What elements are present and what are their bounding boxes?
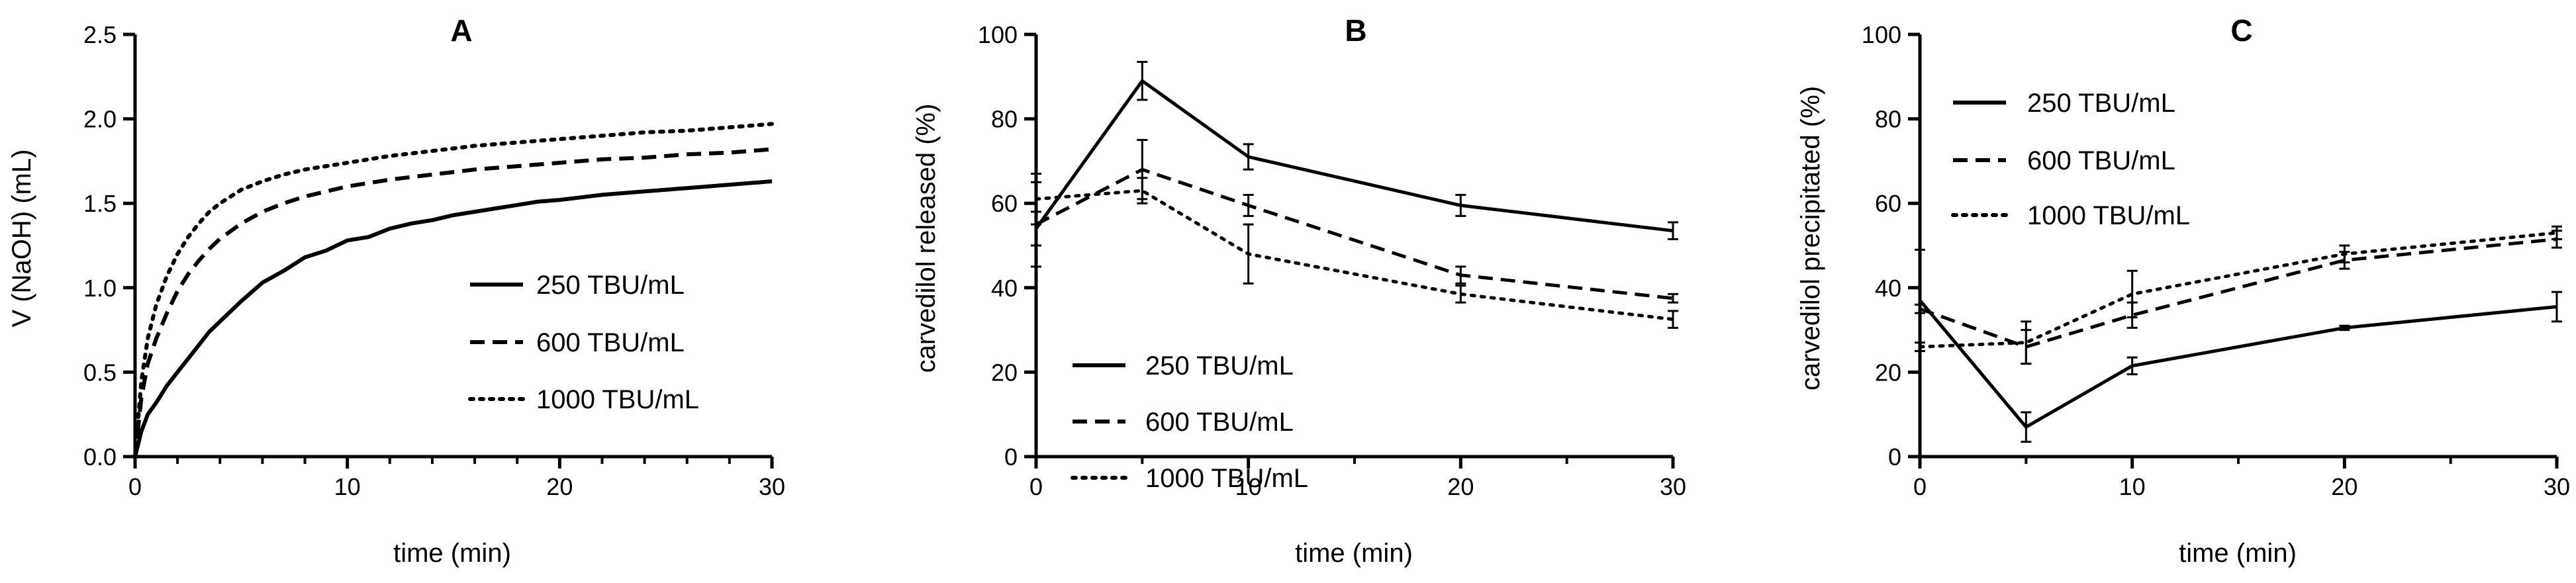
panel-b-y-tick-label: 60 xyxy=(991,190,1018,217)
panel-c-y-tick-label: 20 xyxy=(1875,359,1901,386)
panel-a-x-tick-label: 0 xyxy=(128,473,142,500)
panel-c-x-tick-label: 0 xyxy=(1913,473,1927,500)
panel-c-legend: 250 TBU/mL 600 TBU/mL 1000 TBU/mL xyxy=(1951,89,2190,230)
panel-a-series-1000 xyxy=(133,122,774,459)
legend-label-250: 250 TBU/mL xyxy=(1145,351,1294,381)
panel-b-y-tick-label: 80 xyxy=(991,106,1018,133)
panel-a-x-tick-label: 10 xyxy=(334,473,361,500)
panel-c-series-250 xyxy=(1919,299,2557,429)
panel-b-x-tick-label: 0 xyxy=(1029,473,1043,500)
panel-a-title: A xyxy=(450,13,472,48)
panel-a-y-tick-label: 2.0 xyxy=(83,106,117,133)
panel-a-legend: 250 TBU/mL 600 TBU/mL 1000 TBU/mL xyxy=(468,271,699,414)
panel-b-y-tick-label: 40 xyxy=(991,275,1018,302)
legend-label-250: 250 TBU/mL xyxy=(536,271,685,300)
panel-b-y-tick-label: 100 xyxy=(978,21,1018,48)
legend-label-1000: 1000 TBU/mL xyxy=(536,385,699,414)
panel-a-x-tick-label: 20 xyxy=(546,473,573,500)
panel-a-series-250 xyxy=(133,179,773,457)
panel-c-y-tick-label: 100 xyxy=(1862,21,1901,48)
panel-b-series-600 xyxy=(1035,167,1674,300)
panel-a-x-tick-label: 30 xyxy=(759,473,785,500)
panel-b-y-tick-label: 0 xyxy=(1004,443,1018,471)
panel-b-title: B xyxy=(1345,13,1366,48)
panel-a-y-tick-label: 0.0 xyxy=(83,443,117,471)
legend-label-600: 600 TBU/mL xyxy=(536,328,685,357)
legend-label-600: 600 TBU/mL xyxy=(1145,408,1294,437)
legend-label-600: 600 TBU/mL xyxy=(2027,146,2175,175)
panel-c-series-1000 xyxy=(1918,231,2559,349)
panel-b-x-tick-label: 30 xyxy=(1660,473,1686,500)
panel-a-series-600 xyxy=(133,147,773,457)
panel-c-x-tick-label: 30 xyxy=(2544,473,2570,500)
panel-b-legend: 250 TBU/mL 600 TBU/mL 1000 TBU/mL xyxy=(1071,351,1308,493)
panel-a: A V (NaOH) (mL) time (min) 250 TBU/mL 60… xyxy=(7,13,785,568)
panel-c-y-tick-label: 60 xyxy=(1875,190,1901,217)
panel-c-x-tick-label: 20 xyxy=(2331,473,2358,500)
panel-c-x-tick-label: 10 xyxy=(2119,473,2146,500)
panel-a-x-axis-label: time (min) xyxy=(393,539,511,568)
panel-a-y-tick-label: 2.5 xyxy=(83,21,117,48)
panel-c-y-axis-label: carvedilol precipitated (%) xyxy=(1796,86,1825,390)
panel-c-y-tick-label: 40 xyxy=(1875,275,1901,302)
panel-b-x-tick-label: 10 xyxy=(1235,473,1262,500)
panel-c-title: C xyxy=(2230,13,2252,48)
legend-label-250: 250 TBU/mL xyxy=(2027,89,2175,118)
panel-c-x-axis-label: time (min) xyxy=(2179,539,2297,568)
legend-label-1000: 1000 TBU/mL xyxy=(1145,464,1308,493)
panel-b-series-250 xyxy=(1034,79,1674,233)
panel-c-y-tick-label: 0 xyxy=(1888,443,1901,471)
panel-b-series-1000 xyxy=(1034,189,1675,322)
panel-b-y-tick-label: 20 xyxy=(991,359,1018,386)
panel-a-y-tick-label: 1.0 xyxy=(83,275,117,302)
panel-b-y-axis-label: carvedilol released (%) xyxy=(912,104,941,373)
panel-a-y-tick-label: 0.5 xyxy=(83,359,117,386)
panel-b: B carvedilol released (%) time (min) 250… xyxy=(912,13,1686,568)
panel-b-x-axis-label: time (min) xyxy=(1295,539,1413,568)
panel-c-y-tick-label: 80 xyxy=(1875,106,1901,133)
panel-b-x-tick-label: 20 xyxy=(1447,473,1474,500)
panel-a-y-axis-label: V (NaOH) (mL) xyxy=(7,150,36,328)
legend-label-1000: 1000 TBU/mL xyxy=(2027,201,2190,230)
panel-c-series-600 xyxy=(1919,237,2557,349)
panel-c: C carvedilol precipitated (%) time (min)… xyxy=(1796,13,2570,568)
panel-a-y-tick-label: 1.5 xyxy=(83,190,117,217)
